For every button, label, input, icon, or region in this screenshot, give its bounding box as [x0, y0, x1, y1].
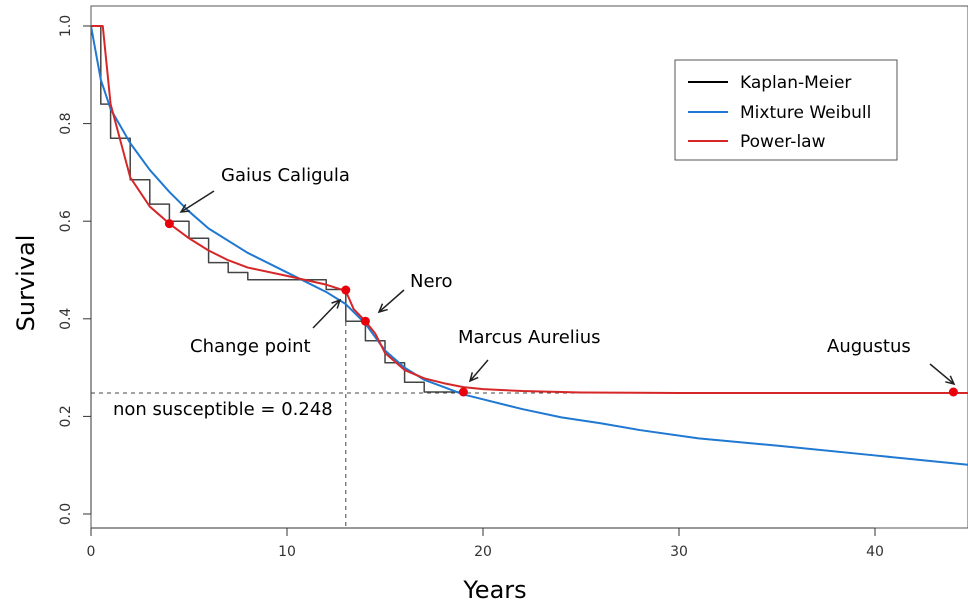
- legend: Kaplan-Meier Mixture Weibull Power-law: [674, 59, 898, 161]
- annotation-marcus-aurelius: Marcus Aurelius: [458, 327, 601, 348]
- annotation-change-point-arrow: [312, 298, 342, 329]
- highlight-point: [164, 219, 174, 229]
- annotations: Gaius Caligula Change point Nero Marcus Aur…: [113, 165, 956, 420]
- x-tick-label: 10: [278, 544, 296, 560]
- annotation-augustus-arrow: [929, 363, 956, 386]
- annotation-nero-arrow: [377, 289, 405, 314]
- legend-box: [674, 59, 898, 161]
- y-tick-label: 0.4: [58, 308, 74, 330]
- legend-label-mixture-weibull: Mixture Weibull: [740, 103, 871, 123]
- annotation-marcus-aurelius-arrow: [468, 359, 489, 383]
- legend-label-power-law: Power-law: [740, 132, 826, 152]
- x-axis-title: Years: [462, 576, 526, 604]
- annotation-gaius-caligula-arrow: [179, 190, 215, 213]
- series-layer: [91, 25, 968, 466]
- highlight-point: [360, 316, 370, 326]
- annotation-change-point: Change point: [190, 336, 311, 357]
- annotation-nero: Nero: [410, 271, 453, 292]
- x-tick-label: 40: [866, 544, 884, 560]
- y-tick-label: 0.0: [58, 503, 74, 525]
- x-tick-label: 30: [670, 544, 688, 560]
- highlight-point: [341, 285, 351, 295]
- y-tick-label: 0.8: [58, 112, 74, 134]
- highlight-point: [458, 387, 468, 397]
- x-axis: 0 10 20 30 40: [87, 527, 884, 560]
- highlight-points: [164, 219, 958, 397]
- y-tick-label: 1.0: [58, 15, 74, 37]
- y-axis: 0.0 0.2 0.4 0.6 0.8 1.0: [58, 15, 92, 525]
- series-power-law: [91, 25, 968, 394]
- y-tick-label: 0.2: [58, 405, 74, 427]
- series-kaplan-meier: [91, 25, 464, 393]
- legend-label-kaplan-meier: Kaplan-Meier: [740, 73, 851, 93]
- y-tick-label: 0.6: [58, 210, 74, 232]
- series-mixture-weibull: [91, 25, 968, 466]
- x-tick-label: 0: [87, 544, 96, 560]
- annotation-augustus: Augustus: [827, 336, 911, 357]
- annotation-gaius-caligula: Gaius Caligula: [221, 165, 350, 186]
- y-axis-title: Survival: [12, 235, 40, 332]
- highlight-point: [948, 387, 958, 397]
- x-tick-label: 20: [474, 544, 492, 560]
- annotation-non-susceptible: non susceptible = 0.248: [113, 399, 333, 420]
